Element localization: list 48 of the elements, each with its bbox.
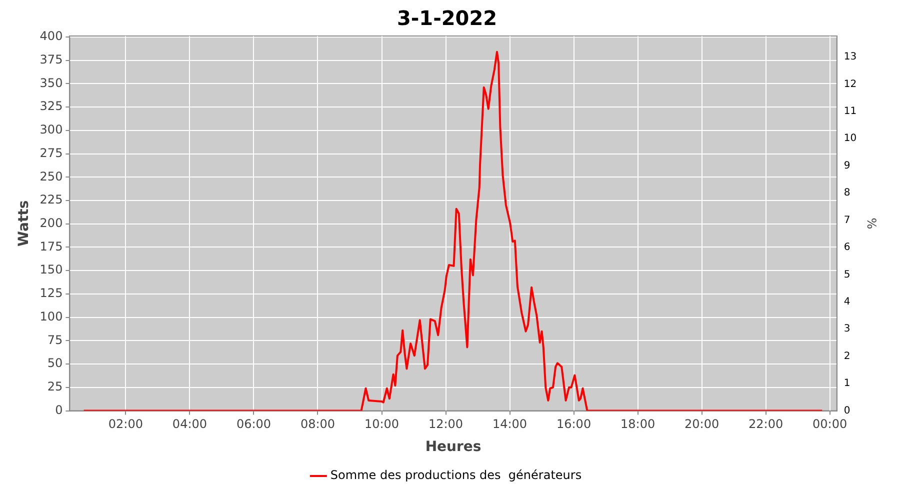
x-axis-title: Heures	[425, 439, 482, 456]
y2-tick-label: 11	[844, 106, 857, 117]
legend-label: Somme des productions des générateurs	[330, 468, 582, 482]
y2-tick-label: 8	[844, 188, 850, 199]
y-tick-label: 400	[40, 29, 63, 44]
y2-tick-label: 1	[844, 378, 850, 390]
y2-tick-label: 9	[844, 160, 850, 172]
y2-tick-label: 2	[844, 350, 850, 362]
y-tick-label: 225	[40, 192, 63, 207]
x-tick-label: 20:00	[684, 417, 720, 432]
y-tick-label: 325	[40, 99, 63, 114]
x-tick-label: 06:00	[236, 417, 272, 432]
x-tick-label: 04:00	[172, 417, 208, 432]
y-tick-label: 250	[40, 169, 63, 184]
y-tick-label: 175	[40, 239, 63, 254]
x-tick-label: 10:00	[364, 417, 400, 432]
y2-tick-label: 6	[844, 242, 850, 254]
x-tick-label: 16:00	[556, 417, 592, 432]
y-tick-label: 50	[47, 356, 63, 370]
x-tick-label: 08:00	[300, 417, 336, 432]
y-tick-label: 275	[40, 146, 63, 160]
y-tick-label: 350	[40, 76, 63, 90]
y2-tick-label: 12	[844, 78, 857, 90]
y-tick-label: 125	[40, 286, 63, 300]
x-tick-label: 02:00	[108, 417, 144, 432]
y2-tick-label: 10	[844, 133, 857, 144]
y-tick-label: 100	[40, 309, 63, 324]
x-tick-label: 22:00	[748, 417, 784, 432]
y2-tick-label: 5	[844, 269, 850, 280]
y2-tick-label: 0	[844, 405, 850, 416]
y-axis-title: Watts	[16, 200, 32, 246]
y-tick-label: 200	[40, 216, 63, 230]
y-tick-label: 375	[40, 52, 63, 66]
x-tick-label: 00:00	[812, 417, 848, 432]
x-tick-label: 14:00	[492, 417, 528, 432]
x-tick-label: 12:00	[428, 417, 464, 432]
chart-title: 3-1-2022	[396, 6, 498, 30]
y2-tick-label: 4	[844, 296, 850, 308]
y2-axis-title: %	[864, 218, 879, 230]
y-tick-label: 25	[47, 380, 63, 394]
y2-tick-label: 3	[844, 324, 850, 335]
y-tick-label: 150	[40, 262, 63, 277]
y2-tick-label: 7	[844, 214, 850, 226]
y-tick-label: 0	[55, 402, 63, 417]
y2-tick-label: 13	[844, 52, 857, 63]
y-tick-label: 75	[47, 332, 63, 347]
x-tick-label: 18:00	[620, 417, 656, 432]
y-tick-label: 300	[40, 122, 63, 137]
